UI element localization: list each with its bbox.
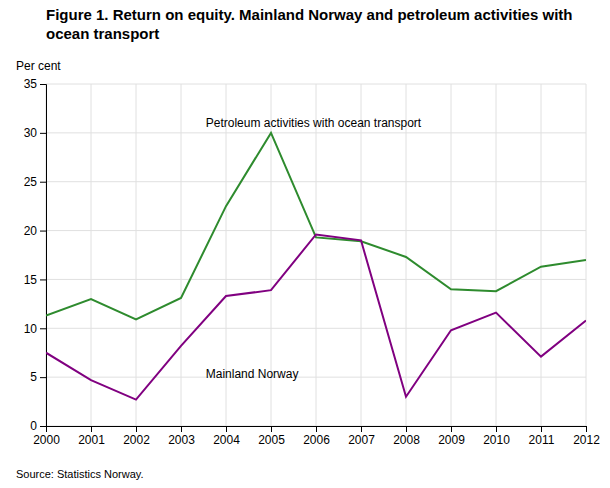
tick-mark	[40, 279, 46, 280]
tick: 2007	[348, 426, 375, 447]
grid-line	[91, 84, 92, 426]
series-line	[46, 234, 586, 399]
tick-label: 2002	[123, 433, 150, 447]
chart: Figure 1. Return on equity. Mainland Nor…	[0, 0, 610, 488]
tick: 2002	[123, 426, 150, 447]
tick: 2011	[529, 426, 555, 447]
tick: 2009	[438, 426, 465, 447]
tick: 2001	[78, 426, 105, 447]
tick-label: 20	[24, 224, 38, 238]
x-axis: 2000 2001 2002 2003 2004 2005 2006 2007 2008 2009…	[33, 426, 600, 447]
axis-line	[40, 85, 47, 427]
tick: 2006	[303, 426, 330, 447]
tick-label: 2011	[529, 433, 555, 447]
tick-label: 2004	[213, 433, 240, 447]
tick: 20	[24, 224, 46, 238]
tick-label: 15	[24, 273, 38, 287]
tick: 2005	[258, 426, 285, 447]
annotation: Petroleum activities with ocean transpor…	[206, 116, 422, 130]
tick: 0	[30, 419, 46, 433]
grid-line	[136, 84, 137, 426]
tick-mark	[136, 426, 137, 432]
grid	[46, 84, 586, 426]
tick-label: 2005	[258, 433, 285, 447]
title: Figure 1. Return on equity. Mainland Nor…	[46, 6, 577, 42]
tick-mark	[541, 426, 542, 432]
tick-mark	[226, 426, 227, 432]
tick-mark	[40, 231, 46, 232]
tick-mark	[361, 426, 362, 432]
axis-line	[47, 427, 587, 433]
tick-label: 35	[24, 77, 38, 91]
annotation: Mainland Norway	[206, 367, 299, 381]
tick-mark	[40, 328, 46, 329]
grid-line	[361, 84, 362, 426]
tick: 15	[24, 273, 46, 287]
tick-mark	[496, 426, 497, 432]
tick-label: 25	[24, 175, 38, 189]
tick-label: 2003	[168, 433, 195, 447]
tick-mark	[40, 84, 46, 85]
grid-line	[451, 84, 452, 426]
tick-mark	[271, 426, 272, 432]
tick-mark	[40, 426, 46, 427]
tick: 35	[24, 77, 46, 91]
grid-line	[586, 84, 587, 426]
tick-mark	[406, 426, 407, 432]
tick-mark	[451, 426, 452, 432]
tick-mark	[586, 426, 587, 432]
tick-label: 2012	[573, 433, 600, 447]
tick: 10	[24, 322, 46, 336]
tick: 5	[30, 370, 46, 384]
tick: 2012	[573, 426, 600, 447]
tick-mark	[181, 426, 182, 432]
source: Source: Statistics Norway.	[16, 468, 144, 480]
tick-mark	[91, 426, 92, 432]
grid-line	[406, 84, 407, 426]
tick-label: 2009	[438, 433, 465, 447]
grid-line	[541, 84, 542, 426]
grid-line	[316, 84, 317, 426]
tick-label: 2007	[348, 433, 375, 447]
tick: 2010	[483, 426, 510, 447]
tick-mark	[40, 133, 46, 134]
y-axis: 0 5 10 15 20 25 30 35	[24, 77, 47, 433]
tick-label: 2000	[33, 433, 60, 447]
tick: 30	[24, 126, 46, 140]
tick-label: 2010	[483, 433, 510, 447]
tick-label: 10	[24, 322, 38, 336]
plot-area: 2000200120022003200420052006200720082009…	[24, 77, 601, 446]
tick-label: 2006	[303, 433, 330, 447]
annotations: Petroleum activities with ocean transpor…	[206, 116, 422, 381]
series-line	[46, 133, 586, 320]
tick-label: 5	[30, 370, 37, 384]
tick-label: 0	[30, 419, 37, 433]
tick-mark	[40, 182, 46, 183]
tick: 2004	[213, 426, 240, 447]
tick-mark	[40, 377, 46, 378]
tick: 25	[24, 175, 46, 189]
grid-line	[181, 84, 182, 426]
grid-line	[496, 84, 497, 426]
tick: 2008	[393, 426, 420, 447]
tick-label: 2008	[393, 433, 420, 447]
tick-label: 2001	[78, 433, 105, 447]
y-axis-label: Per cent	[16, 59, 61, 73]
lines	[46, 133, 586, 400]
tick-label: 30	[24, 126, 38, 140]
tick: 2000	[33, 426, 60, 447]
tick: 2003	[168, 426, 195, 447]
tick-mark	[316, 426, 317, 432]
